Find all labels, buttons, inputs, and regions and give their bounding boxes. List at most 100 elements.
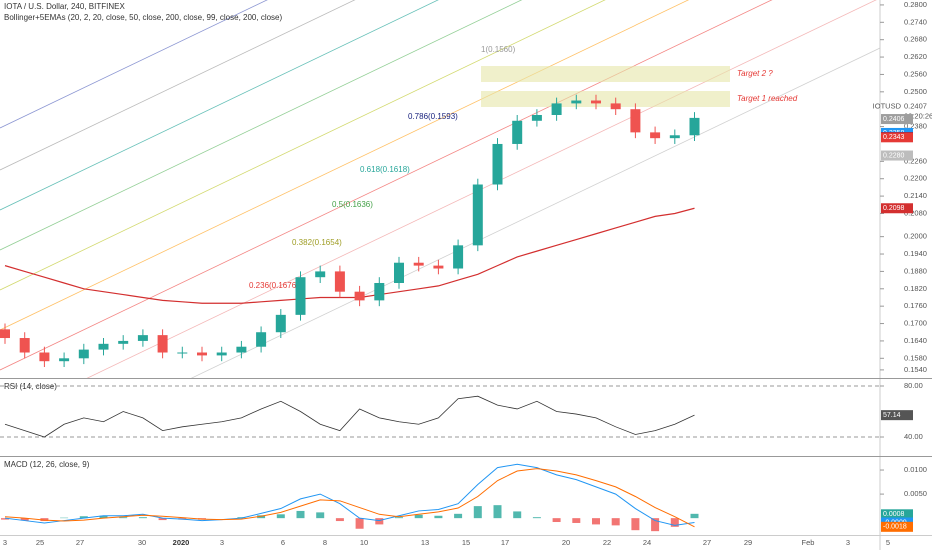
y-tick-label: 0.1540 bbox=[904, 365, 927, 374]
candle-body bbox=[98, 343, 109, 350]
x-tick-label: 17 bbox=[501, 538, 509, 547]
histogram-bar bbox=[434, 515, 443, 519]
x-tick-label: 27 bbox=[703, 538, 711, 547]
candle-body bbox=[551, 103, 562, 115]
histogram-bar bbox=[473, 506, 482, 519]
fib-channel bbox=[0, 0, 880, 378]
candle-body bbox=[571, 100, 582, 104]
price-tag bbox=[881, 509, 913, 520]
histogram-bar bbox=[631, 518, 640, 531]
candle-body bbox=[354, 291, 365, 301]
histogram-bar bbox=[532, 517, 541, 519]
x-tick-label: 10 bbox=[360, 538, 368, 547]
countdown: 03:20:26 bbox=[904, 112, 932, 121]
target-label: Target 1 reached bbox=[737, 94, 798, 103]
x-tick-label: 6 bbox=[281, 538, 285, 547]
candle-body bbox=[630, 109, 641, 133]
target-label: Target 2 ? bbox=[737, 69, 773, 78]
histogram-bar bbox=[79, 516, 88, 519]
x-tick-label: 13 bbox=[421, 538, 429, 547]
fib-label: 1(0.1560) bbox=[481, 45, 516, 54]
price-tag bbox=[881, 132, 913, 143]
candle-body bbox=[295, 277, 306, 315]
y-tick-label: 0.2800 bbox=[904, 0, 927, 9]
chart-title: IOTA / U.S. Dollar, 240, BITFINEX bbox=[4, 2, 125, 11]
histogram-bar bbox=[99, 515, 108, 519]
price-tag-label: 0.2406 bbox=[883, 116, 905, 123]
y-tick-label: 0.2380 bbox=[904, 122, 927, 131]
candle-body bbox=[236, 346, 247, 353]
pane-title: RSI (14, close) bbox=[4, 382, 57, 391]
y-tick-label: 0.2000 bbox=[904, 232, 927, 241]
candle-body bbox=[689, 117, 700, 136]
candle-body bbox=[650, 132, 661, 139]
candle-body bbox=[275, 314, 286, 333]
ema-line bbox=[4, 207, 695, 304]
candle-body bbox=[531, 114, 542, 121]
fib-label: 0.382(0.1654) bbox=[292, 238, 342, 247]
y-tick-label: 0.2080 bbox=[904, 208, 927, 217]
value-label: 57.14 bbox=[883, 412, 901, 419]
indicator-label: Bollinger+5EMAs (20, 2, 20, close, 50, c… bbox=[4, 13, 282, 22]
histogram-bar bbox=[395, 517, 403, 519]
x-tick-label: 8 bbox=[323, 538, 327, 547]
y-tick-label: 40.00 bbox=[904, 432, 923, 441]
candle-body bbox=[334, 271, 345, 292]
macd-line bbox=[4, 463, 695, 526]
price-tag bbox=[881, 521, 913, 532]
candle-body bbox=[512, 120, 523, 144]
y-tick-label: 0.2560 bbox=[904, 69, 927, 78]
histogram-bar bbox=[592, 518, 600, 525]
rsi-line bbox=[4, 395, 695, 438]
fib-label: 0.618(0.1618) bbox=[360, 165, 410, 174]
candle-body bbox=[472, 184, 483, 246]
last-price: 0.2407 bbox=[904, 102, 927, 111]
y-tick-label: 0.0100 bbox=[904, 465, 927, 474]
x-tick-label: 15 bbox=[462, 538, 470, 547]
histogram-bar bbox=[20, 518, 29, 521]
histogram-bar bbox=[611, 518, 620, 526]
candle-body bbox=[492, 143, 503, 185]
x-tick-label: 2020 bbox=[173, 538, 190, 547]
price-tag-label: 0.0008 bbox=[883, 511, 905, 518]
y-tick-label: 0.2740 bbox=[904, 17, 927, 26]
candle-body bbox=[453, 245, 464, 269]
candle-body bbox=[59, 358, 70, 362]
y-tick-label: 0.1580 bbox=[904, 353, 927, 362]
histogram-bar bbox=[414, 514, 423, 519]
candle-body bbox=[591, 100, 601, 104]
price-tag bbox=[881, 114, 913, 125]
target-box bbox=[481, 66, 730, 82]
y-tick-label: 80.00 bbox=[904, 381, 923, 390]
value-tag bbox=[881, 410, 913, 421]
histogram-bar bbox=[1, 518, 9, 520]
histogram-bar bbox=[138, 517, 147, 519]
candle-body bbox=[19, 338, 30, 353]
x-tick-label: 20 bbox=[562, 538, 570, 547]
candle-body bbox=[669, 135, 680, 139]
histogram-bar bbox=[493, 505, 502, 519]
candle-body bbox=[315, 271, 326, 278]
candle-body bbox=[374, 282, 385, 301]
histogram-bar bbox=[375, 518, 384, 525]
histogram-bar bbox=[670, 518, 679, 527]
fib-label: 0.5(0.1636) bbox=[332, 200, 373, 209]
x-tick-label: 3 bbox=[220, 538, 224, 547]
candle-body bbox=[137, 335, 148, 341]
y-tick-label: 0.0050 bbox=[904, 489, 927, 498]
histogram-bar bbox=[158, 518, 167, 521]
histogram-bar bbox=[335, 518, 344, 522]
y-tick-label: 0.1820 bbox=[904, 284, 927, 293]
macd-line bbox=[4, 468, 695, 528]
y-tick-label: 0.1700 bbox=[904, 319, 927, 328]
y-tick-label: 0.2680 bbox=[904, 35, 927, 44]
histogram-bar bbox=[651, 518, 660, 532]
price-tag bbox=[881, 150, 913, 161]
histogram-bar bbox=[572, 518, 581, 523]
candle-body bbox=[39, 352, 50, 362]
x-tick-label: 3 bbox=[3, 538, 7, 547]
x-tick-label: 3 bbox=[846, 538, 850, 547]
price-tag-label: -0.0018 bbox=[883, 524, 907, 531]
candle-body bbox=[394, 262, 404, 283]
price-tag-label: 0.2098 bbox=[883, 205, 905, 212]
